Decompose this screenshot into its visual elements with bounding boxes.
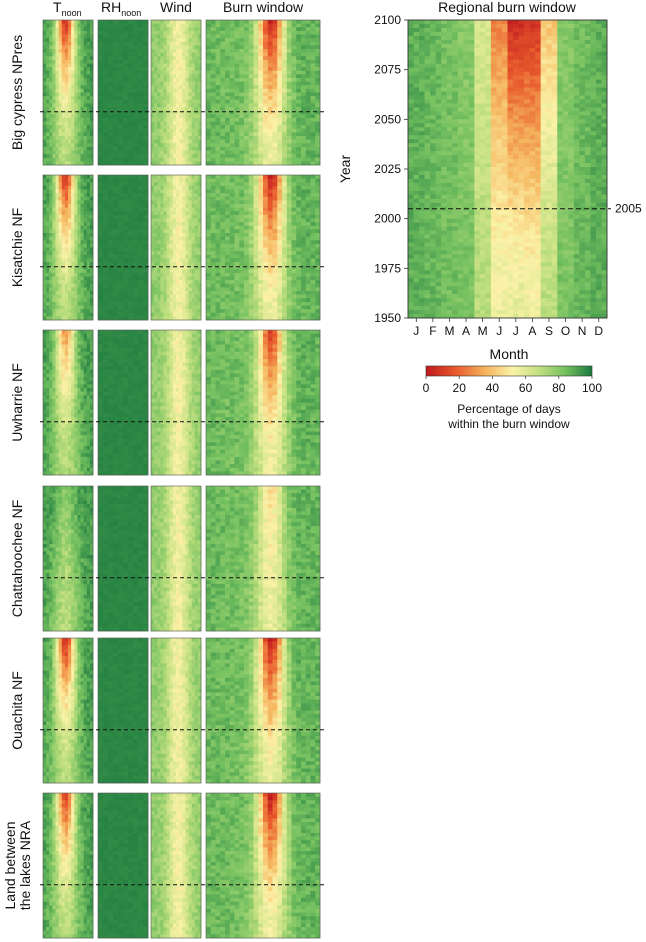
heatmap-wind-site-6 — [150, 792, 202, 939]
colorbar-label-line2: within the burn window — [447, 417, 570, 431]
x-tick-label: D — [594, 324, 603, 338]
heatmap-wind-site-5 — [150, 637, 202, 784]
regional-heatmap-cells — [407, 19, 608, 319]
site-label-4: Chattahoochee NF — [9, 500, 25, 618]
x-tick-label: A — [462, 324, 470, 338]
site-label-6: Land betweenthe lakes NRA — [2, 820, 33, 910]
colorbar-tick-label: 80 — [552, 381, 566, 395]
colorbar-tick-label: 60 — [519, 381, 533, 395]
y-tick-label: 1975 — [374, 261, 401, 275]
heatmap-tnoon-site-5 — [42, 637, 94, 784]
heatmap-rh-site-6 — [97, 792, 149, 939]
site-label-2: Kisatchie NF — [9, 208, 25, 287]
heatmap-wind-site-4 — [150, 485, 202, 632]
column-headers: Tnoon RHnoon Wind Burn window — [53, 0, 304, 18]
colorbar-tick-label: 100 — [582, 381, 602, 395]
site-label-3: Uwharrie NF — [9, 363, 25, 442]
y-tick-label: 2025 — [374, 162, 401, 176]
site-row-3: Uwharrie NF — [9, 329, 325, 476]
y-tick-label: 2075 — [374, 63, 401, 77]
heatmap-burn-site-1 — [205, 19, 321, 166]
site-label-5: Ouachita NF — [9, 671, 25, 750]
colorbar: Month 0 20 40 60 80 100 Percentage of days wi… — [423, 346, 603, 431]
colorbar-ticks: 0 20 40 60 80 100 — [423, 376, 602, 395]
heatmap-tnoon-site-1 — [42, 19, 94, 166]
site-row-1: Big cypress NPres — [9, 19, 325, 166]
heatmap-rh-site-5 — [97, 637, 149, 784]
heatmap-burn-site-5 — [205, 637, 321, 784]
site-row-6: Land betweenthe lakes NRA — [2, 792, 325, 939]
header-burn-window: Burn window — [223, 0, 304, 15]
heatmap-wind-site-1 — [150, 19, 202, 166]
header-tnoon: Tnoon — [53, 0, 82, 18]
header-rhnoon: RHnoon — [101, 0, 141, 18]
heatmap-wind-site-3 — [150, 329, 202, 476]
colorbar-tick-label: 40 — [486, 381, 500, 395]
colorbar-label-line1: Percentage of days — [457, 402, 560, 416]
heatmap-rh-site-4 — [97, 485, 149, 632]
colorbar-tick-label: 20 — [453, 381, 467, 395]
colorbar-tick-label: 0 — [423, 381, 430, 395]
heatmap-rh-site-3 — [97, 329, 149, 476]
y-tick-label: 2100 — [374, 13, 401, 27]
y-tick-label: 1950 — [374, 311, 401, 325]
reference-line-label: 2005 — [615, 202, 642, 216]
site-panels: Big cypress NPres Kisatchie NF Uwharrie NF… — [2, 19, 325, 939]
heatmap-tnoon-site-4 — [42, 485, 94, 632]
heatmap-rh-site-1 — [97, 19, 149, 166]
x-tick-label: S — [545, 324, 553, 338]
colorbar-title: Month — [490, 346, 529, 362]
heatmap-tnoon-site-6 — [42, 792, 94, 939]
x-tick-label: J — [513, 324, 519, 338]
heatmap-burn-site-4 — [205, 485, 321, 632]
heatmap-tnoon-site-3 — [42, 329, 94, 476]
x-tick-label: F — [429, 324, 436, 338]
regional-chart-title: Regional burn window — [438, 0, 577, 15]
heatmap-burn-site-6 — [205, 792, 321, 939]
site-row-4: Chattahoochee NF — [9, 485, 325, 632]
heatmap-burn-site-3 — [205, 329, 321, 476]
colorbar-gradient — [425, 365, 593, 377]
header-wind: Wind — [160, 0, 192, 15]
y-axis-label: Year — [337, 155, 353, 184]
x-tick-label: M — [478, 324, 488, 338]
x-tick-label: A — [528, 324, 536, 338]
heatmap-burn-site-2 — [205, 174, 321, 321]
regional-heatmap — [407, 19, 608, 319]
x-tick-label: O — [561, 324, 570, 338]
y-tick-label: 2000 — [374, 212, 401, 226]
heatmap-tnoon-site-2 — [42, 174, 94, 321]
x-tick-label: J — [496, 324, 502, 338]
y-tick-label: 2050 — [374, 112, 401, 126]
heatmap-rh-site-2 — [97, 174, 149, 321]
x-tick-label: M — [444, 324, 454, 338]
heatmap-wind-site-2 — [150, 174, 202, 321]
x-tick-label: N — [578, 324, 587, 338]
site-row-2: Kisatchie NF — [9, 174, 325, 321]
x-tick-label: J — [413, 324, 419, 338]
site-row-5: Ouachita NF — [9, 637, 325, 784]
site-label-1: Big cypress NPres — [9, 35, 25, 150]
